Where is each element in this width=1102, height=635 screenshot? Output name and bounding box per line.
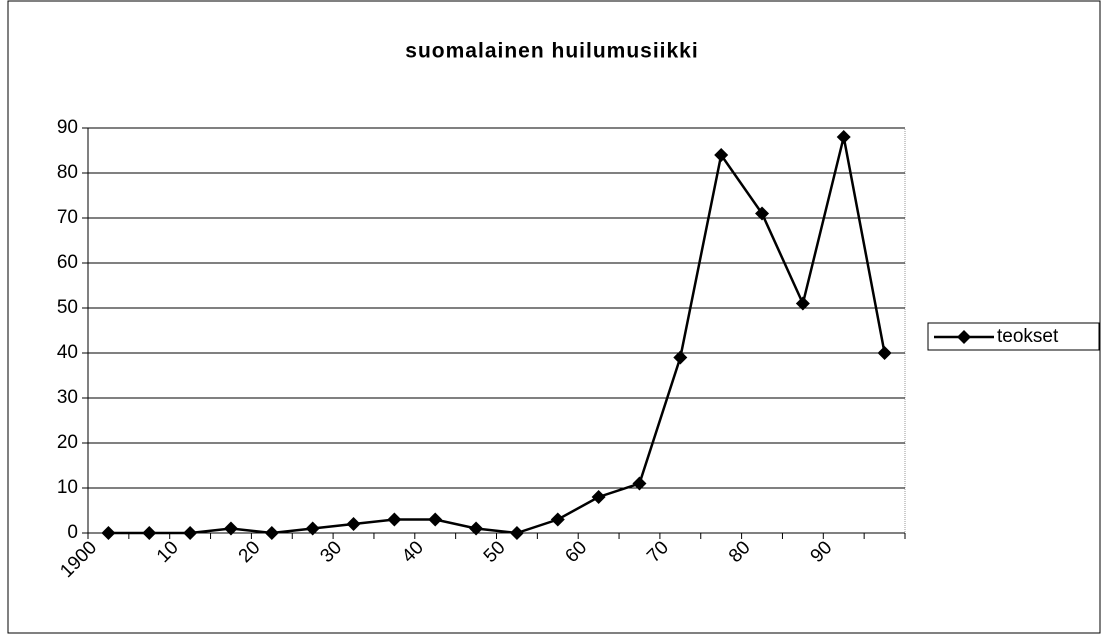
marker	[428, 512, 443, 527]
marker	[305, 521, 320, 536]
y-tick-label: 30	[57, 387, 78, 408]
chart-title: suomalainen huilumusiikki	[405, 40, 698, 63]
y-tick-label: 40	[57, 342, 78, 363]
y-tick-label: 10	[57, 477, 78, 498]
marker	[223, 521, 238, 536]
legend-marker	[957, 330, 971, 344]
marker	[264, 526, 279, 540]
marker	[346, 517, 361, 531]
marker	[836, 130, 851, 144]
marker	[877, 346, 892, 360]
y-tick-label: 20	[57, 432, 78, 453]
marker	[183, 526, 198, 540]
marker	[387, 512, 402, 527]
y-tick-label: 70	[57, 207, 78, 228]
marker	[795, 296, 810, 311]
marker	[755, 206, 770, 221]
y-tick-label: 50	[57, 297, 78, 318]
marker	[469, 521, 484, 536]
y-tick-label: 60	[57, 252, 78, 273]
marker	[632, 476, 647, 491]
y-tick-label: 80	[57, 162, 78, 183]
legend-label: teokset	[997, 326, 1059, 347]
marker	[509, 526, 524, 540]
chart-border	[7, 0, 1101, 634]
marker	[142, 526, 157, 540]
y-tick-label: 90	[57, 117, 78, 138]
marker	[101, 526, 116, 540]
marker	[673, 350, 688, 365]
series-line	[108, 136, 886, 535]
marker	[550, 512, 565, 527]
marker	[591, 490, 606, 504]
marker	[714, 148, 729, 162]
y-tick-label: 0	[67, 522, 78, 543]
